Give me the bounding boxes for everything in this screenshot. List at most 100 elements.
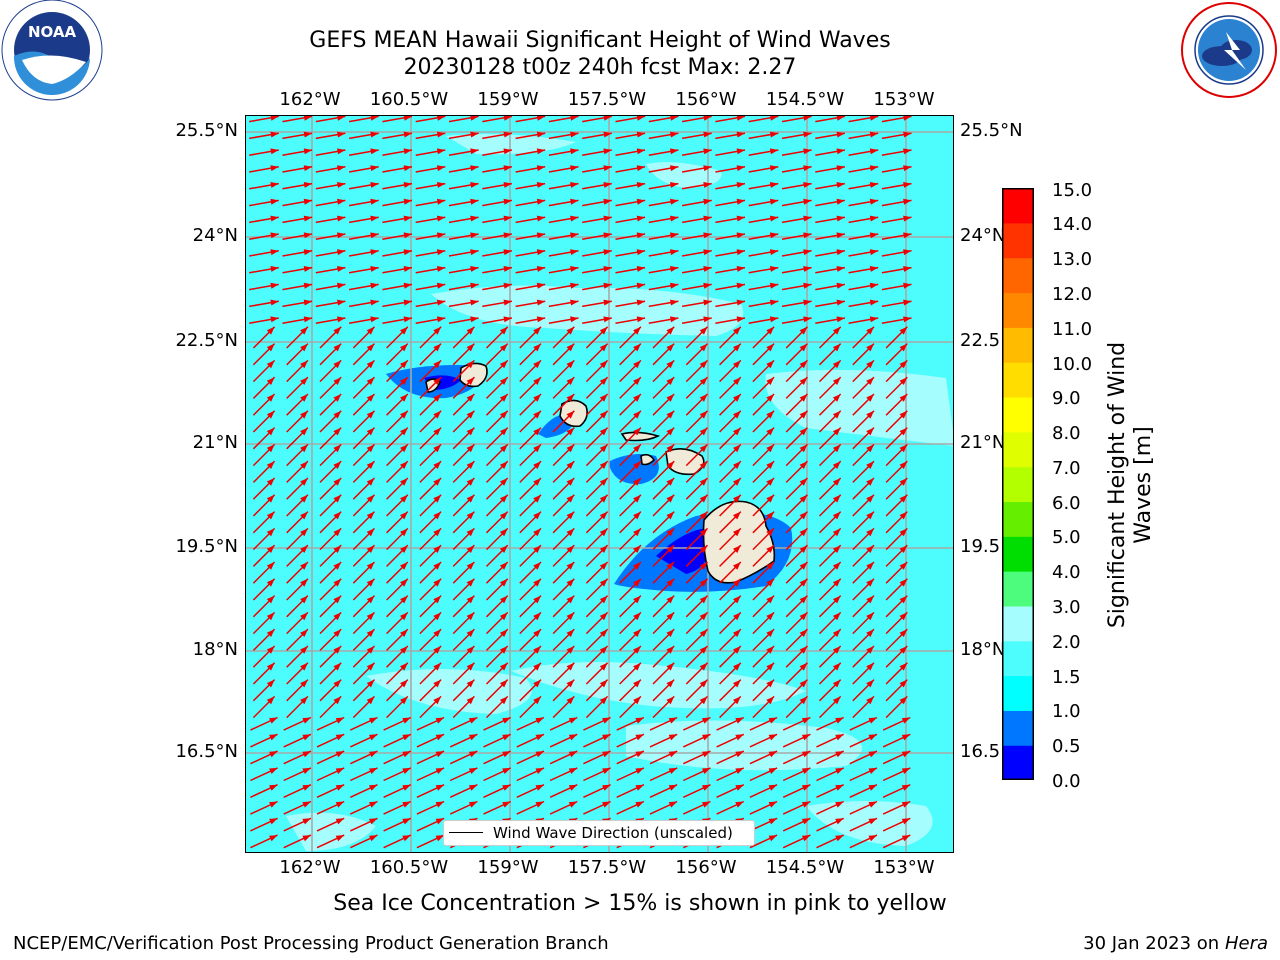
wind-wave-arrow <box>250 834 278 849</box>
wind-wave-arrow <box>748 299 779 308</box>
wind-wave-arrow <box>582 299 612 308</box>
colorbar-swatch <box>1002 536 1034 572</box>
wind-wave-arrow <box>585 645 609 668</box>
colorbar-tick-label: 1.5 <box>1052 667 1081 688</box>
wind-wave-arrow <box>452 628 475 651</box>
wind-wave-arrow <box>582 316 612 324</box>
wind-wave-arrow <box>382 316 413 324</box>
wind-wave-arrow <box>849 767 878 782</box>
wind-wave-arrow <box>685 628 709 651</box>
wind-wave-arrow <box>685 460 709 483</box>
wind-wave-arrow <box>549 767 578 782</box>
wind-wave-arrow <box>386 443 409 467</box>
wind-wave-arrow <box>719 443 742 467</box>
wind-wave-arrow <box>885 477 908 500</box>
wind-wave-arrow <box>249 316 279 324</box>
wind-wave-arrow <box>549 784 578 798</box>
wind-wave-arrow <box>348 182 379 190</box>
colorbar-swatch <box>1002 605 1034 642</box>
wind-wave-arrow <box>415 215 446 224</box>
chart-subtitle: 20230128 t00z 240h fcst Max: 2.27 <box>403 55 797 80</box>
wind-wave-arrow <box>252 695 276 719</box>
footer-date: 30 Jan 2023 on Hera <box>1083 933 1268 954</box>
wind-wave-arrow <box>485 393 509 416</box>
colorbar-tick-label: 5.0 <box>1052 527 1081 548</box>
wind-wave-arrow <box>548 148 579 156</box>
wind-wave-arrow <box>748 198 779 207</box>
wind-wave-arrow <box>482 299 513 308</box>
wind-wave-arrow <box>785 326 808 349</box>
wind-wave-arrow <box>415 131 446 140</box>
wind-wave-arrow <box>250 750 278 765</box>
wind-wave-arrow <box>685 561 709 584</box>
wind-wave-arrow <box>319 662 342 685</box>
wind-wave-arrow <box>482 165 513 173</box>
wind-wave-arrow <box>781 131 812 140</box>
wind-wave-arrow <box>685 376 709 399</box>
wind-wave-arrow <box>319 477 342 500</box>
wind-wave-arrow <box>416 834 445 849</box>
wind-wave-arrow <box>515 282 546 291</box>
wind-wave-arrow <box>286 595 309 618</box>
wind-wave-arrow <box>616 733 645 748</box>
wind-wave-arrow <box>818 359 842 383</box>
wind-wave-arrow <box>885 393 908 416</box>
nws-logo <box>1178 0 1280 100</box>
wind-wave-arrow <box>548 116 579 123</box>
wind-wave-arrow <box>719 427 742 450</box>
wind-wave-arrow <box>485 544 509 567</box>
wind-wave-arrow <box>250 800 278 815</box>
wind-wave-arrow <box>316 716 345 731</box>
wind-wave-arrow <box>818 343 842 366</box>
wind-wave-arrow <box>352 477 376 500</box>
wind-wave-arrow <box>348 116 379 123</box>
wind-wave-arrow <box>382 266 413 274</box>
wind-wave-arrow <box>286 477 309 500</box>
wind-wave-arrow <box>881 165 912 173</box>
wind-wave-arrow <box>452 544 475 567</box>
wind-wave-arrow <box>585 595 609 618</box>
wind-wave-arrow <box>415 299 446 308</box>
wind-wave-arrow <box>885 494 908 517</box>
wind-wave-arrow <box>382 282 413 291</box>
wind-wave-arrow <box>315 165 346 173</box>
wind-wave-arrow <box>515 316 546 324</box>
wind-wave-arrow <box>319 679 342 702</box>
wind-wave-arrow <box>749 800 778 815</box>
lon-label-top: 159°W <box>477 89 539 110</box>
wind-wave-arrow <box>282 116 313 123</box>
wind-wave-arrow <box>286 343 309 366</box>
wind-wave-arrow <box>681 182 712 190</box>
wind-wave-arrow <box>519 359 542 383</box>
wind-wave-arrow <box>352 561 376 584</box>
wind-wave-arrow <box>352 645 376 668</box>
wind-wave-arrow <box>348 232 379 240</box>
wind-wave-arrow <box>619 443 642 467</box>
wind-wave-arrow <box>852 695 875 719</box>
wind-wave-arrow <box>382 165 413 173</box>
wind-wave-arrow <box>849 800 878 815</box>
wind-wave-arrow <box>785 494 808 517</box>
wind-wave-arrow <box>452 443 475 467</box>
wind-wave-arrow <box>748 316 779 324</box>
wind-wave-arrow <box>515 165 546 173</box>
wind-wave-arrow <box>782 767 811 782</box>
wind-wave-arrow <box>449 750 478 765</box>
wind-wave-arrow <box>885 460 908 483</box>
wind-wave-arrow <box>519 645 542 668</box>
wind-wave-arrow <box>352 544 376 567</box>
wind-wave-arrow <box>485 376 509 399</box>
wind-wave-arrow <box>885 645 908 668</box>
wind-wave-arrow <box>386 343 409 366</box>
wind-wave-arrow <box>585 393 609 416</box>
wind-wave-arrow <box>781 148 812 156</box>
wind-wave-arrow <box>882 750 911 765</box>
wind-wave-arrow <box>785 376 808 399</box>
wind-wave-arrow <box>283 834 312 849</box>
colorbar-tick-label: 6.0 <box>1052 493 1081 514</box>
wind-wave-arrow <box>685 326 709 349</box>
wind-wave-arrow <box>419 460 442 483</box>
wind-wave-arrow <box>552 494 575 517</box>
wind-wave-arrow <box>852 376 875 399</box>
wind-wave-arrow <box>648 182 679 190</box>
